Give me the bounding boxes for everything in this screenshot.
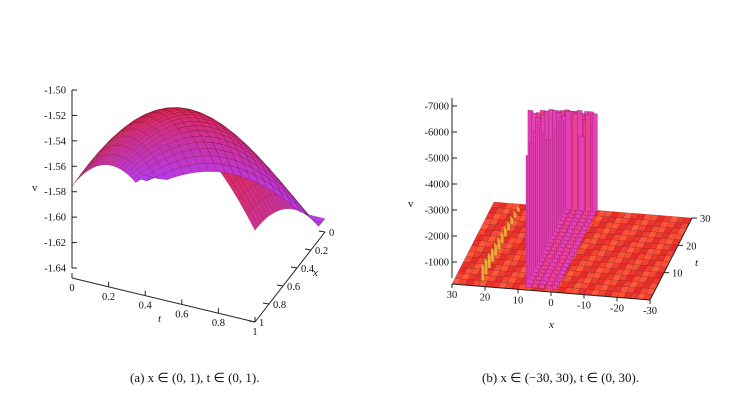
chart-b-x-tick-label: -20 [610, 303, 624, 314]
chart-a-x-label: x [312, 267, 318, 279]
chart-b-z-tick-label: -7000 [425, 102, 450, 113]
chart-b-x-tick-label: 20 [480, 293, 491, 304]
chart-a-z-tick-label: -1.54 [44, 136, 67, 147]
chart-a-t-axis [71, 277, 256, 323]
chart-a-z-tick-label: -1.64 [44, 264, 67, 275]
chart-b-surface [451, 109, 693, 301]
chart-a-t-label: t [158, 313, 162, 325]
chart-a-x-tick-label: 0.4 [301, 264, 315, 275]
chart-a-x-tick [304, 248, 312, 251]
surface-b-ridge [516, 204, 521, 212]
chart-b-x-tick-label: -10 [577, 301, 591, 312]
chart-a-surface [71, 107, 326, 231]
chart-b-t-tick-label: 20 [686, 241, 697, 252]
chart-a-t-tick-label: 0.6 [175, 309, 188, 320]
chart-a-x-tick [318, 230, 326, 233]
chart-a-t-tick-label: 1 [252, 327, 257, 338]
surface-b-ridge [510, 214, 514, 225]
chart-a-x-tick-label: 1 [259, 318, 264, 329]
surface-b-spike [591, 113, 598, 213]
chart-b-t-tick-label: 30 [700, 214, 711, 225]
chart-b-z-tick-label: -2000 [425, 232, 450, 243]
chart-b-z-tick-label: -3000 [425, 206, 450, 217]
surface-b-ridge [513, 209, 517, 219]
surface-a-patch [138, 174, 151, 181]
chart-b-z-tick-label: -4000 [425, 180, 450, 191]
chart-a-t-tick-label: 0.4 [139, 301, 153, 312]
chart-a-z-label: v [32, 182, 38, 194]
chart-a-z-tick-label: -1.56 [44, 162, 66, 173]
chart-a-x-tick-label: 0 [329, 228, 334, 239]
surface-b-spike [572, 113, 578, 211]
chart-b-x-label: x [548, 319, 554, 331]
chart-a-x-tick [248, 320, 256, 323]
chart-b-t-label: t [695, 257, 699, 269]
chart-a-t-tick-label: 0 [69, 283, 74, 294]
chart-b-z-tick-label: -1000 [425, 258, 450, 269]
chart-a-x-tick-label: 0.6 [287, 282, 300, 293]
chart-b-z-label: v [408, 198, 414, 210]
chart-a: -1.50 -1.52 -1.54 -1.56 -1.58 -1.60 -1.62 -1.64… [32, 86, 334, 339]
chart-b-x-tick-label: 10 [513, 295, 524, 306]
caption-b: (b) x ∈ (−30, 30), t ∈ (0, 30). [482, 370, 640, 385]
chart-b-x-tick-label: -30 [643, 306, 657, 317]
chart-a-x-axis [254, 231, 326, 323]
chart-a-z-tick-label: -1.60 [44, 213, 66, 224]
chart-b-t-tick-label: 10 [672, 269, 683, 280]
chart-b-x-tick-label: 0 [548, 298, 553, 309]
chart-a-x-tick [276, 284, 284, 287]
surface-b-spike [565, 111, 572, 211]
surface-b-spike [585, 114, 591, 212]
chart-a-z-tick-label: -1.50 [44, 86, 66, 97]
chart-a-t-tick-label: 0.2 [102, 292, 115, 303]
caption-a: (a) x ∈ (0, 1), t ∈ (0, 1). [130, 370, 260, 385]
chart-a-x-tick [290, 266, 298, 269]
chart-b: -7000 -6000 -5000 -4000 -3000 -2000 -1000 v 30… [408, 98, 711, 331]
chart-a-z-tick-label: -1.62 [44, 238, 66, 249]
chart-a-x-tick [262, 302, 270, 305]
chart-a-x-tick-label: 0.2 [315, 246, 328, 257]
surface-b-spike [578, 135, 585, 212]
chart-b-x-tick-label: 30 [447, 290, 458, 301]
surface-b-ridge [506, 219, 511, 231]
chart-a-t-tick-label: 0.8 [212, 318, 225, 329]
chart-b-z-tick-label: -5000 [425, 154, 450, 165]
chart-a-z-tick-label: -1.52 [44, 111, 66, 122]
chart-b-z-tick-label: -6000 [425, 128, 450, 139]
chart-a-x-tick-label: 0.8 [273, 300, 286, 311]
chart-b-t-axis [649, 217, 693, 301]
chart-a-z-tick-label: -1.58 [44, 187, 66, 198]
